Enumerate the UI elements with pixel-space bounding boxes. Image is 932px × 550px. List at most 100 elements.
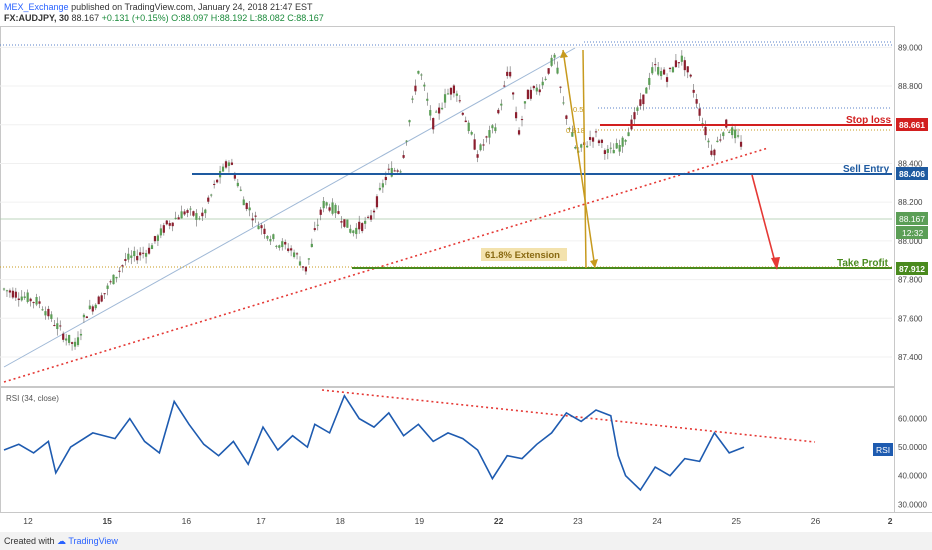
candle-body — [245, 203, 248, 210]
candle-body — [174, 217, 177, 219]
candle-body — [207, 197, 210, 202]
candle-body — [491, 125, 494, 129]
candle-body — [224, 161, 228, 168]
candle-body — [520, 119, 524, 121]
candle-body — [375, 196, 379, 208]
candle-body — [470, 131, 473, 135]
candle-body — [541, 81, 544, 86]
candle-body — [177, 217, 180, 220]
candle-body — [600, 139, 604, 143]
countdown-tag — [896, 226, 928, 239]
candle-body — [284, 241, 287, 245]
time-tick-label: 16 — [182, 516, 192, 526]
fib-leg-vertical[interactable] — [582, 49, 587, 269]
time-axis[interactable]: 12 15 16 17 18 19 22 23 24 25 26 2 — [23, 516, 892, 526]
created-with-text: Created with — [4, 536, 55, 546]
candle-body — [574, 146, 577, 149]
candle-body — [251, 218, 254, 221]
candle-body — [147, 247, 151, 254]
candle-body — [20, 296, 23, 301]
candle-body — [62, 333, 65, 340]
candle-body — [621, 137, 624, 147]
tradingview-link[interactable]: TradingView — [68, 536, 118, 546]
candle-body — [106, 285, 109, 289]
take-profit-price: 87.912 — [899, 264, 925, 274]
candle-body — [56, 323, 59, 330]
trend-line-support[interactable] — [3, 147, 769, 383]
candle-body — [14, 291, 17, 298]
candle-body — [603, 150, 606, 155]
candle-body — [159, 228, 162, 236]
price-axis[interactable]: 89.00088.80088.60088.40088.20088.00087.8… — [0, 43, 923, 362]
fib-leg-down[interactable] — [562, 49, 596, 269]
sell-entry-price: 88.406 — [899, 169, 925, 179]
fib-arrow-down — [590, 259, 598, 268]
rsi-title: RSI (34, close) — [6, 394, 59, 403]
candle-body — [349, 228, 352, 233]
candle-body — [529, 89, 532, 99]
candle-body — [736, 135, 740, 137]
candle-body — [683, 60, 686, 71]
chart-canvas[interactable]: 89.00088.80088.60088.40088.20088.00087.8… — [0, 0, 932, 532]
candle-body — [65, 338, 68, 341]
candle-body — [94, 304, 97, 309]
candle-body — [648, 77, 651, 85]
candle-body — [97, 296, 100, 305]
symbol-label[interactable]: FX:AUDJPY, 30 — [4, 13, 70, 23]
candle-body — [665, 77, 669, 82]
rsi-line[interactable] — [3, 393, 745, 492]
price-tick-label: 88.200 — [898, 198, 923, 207]
candle-body — [8, 290, 12, 293]
candle-body — [103, 293, 106, 295]
candle-body — [408, 120, 411, 123]
rsi-axis[interactable]: 60.0000 50.0000 40.0000 30.0000 — [898, 415, 927, 510]
candle-body — [411, 98, 414, 100]
rsi-tick-label: 30.0000 — [898, 500, 927, 509]
candle-body — [677, 62, 680, 64]
candle-body — [68, 334, 71, 343]
rsi-tick-label: 50.0000 — [898, 443, 927, 452]
sell-entry-label: Sell Entry — [843, 164, 890, 175]
candle-body — [467, 122, 470, 132]
stop-loss-label: Stop loss — [846, 115, 891, 126]
published-text: published on TradingView.com, January 24… — [71, 2, 313, 12]
time-tick-label: 2 — [888, 516, 893, 526]
rsi-trend-line[interactable] — [321, 389, 816, 443]
candle-body — [606, 148, 609, 153]
candle-body — [239, 189, 242, 191]
price-tick-label: 87.400 — [898, 353, 923, 362]
candle-body — [269, 239, 272, 242]
projection-arrow-line[interactable] — [751, 174, 776, 263]
candle-body — [85, 316, 88, 318]
candle-body — [236, 182, 239, 187]
candle-body — [109, 281, 112, 283]
candle-body — [479, 144, 482, 151]
candle-body — [221, 166, 225, 172]
price-tick-label: 87.600 — [898, 314, 923, 323]
candle-body — [594, 131, 598, 133]
candle-body — [328, 207, 331, 211]
candle-body — [618, 144, 621, 152]
channel-line[interactable] — [3, 47, 576, 368]
candle-body — [526, 89, 530, 100]
candle-body — [361, 223, 364, 232]
candle-body — [278, 245, 281, 248]
candle-body — [443, 94, 447, 103]
candle-body — [609, 147, 612, 149]
candle-body — [180, 211, 183, 219]
candle-body — [153, 236, 157, 242]
author-link[interactable]: MEX_Exchange — [4, 2, 69, 12]
candle-body — [429, 110, 432, 116]
candle-body — [654, 64, 657, 66]
candle-body — [550, 57, 553, 66]
candle-body — [301, 266, 305, 268]
candle-body — [458, 100, 461, 102]
candle-body — [568, 128, 571, 130]
candle-body — [464, 120, 467, 123]
stop-loss-price: 88.661 — [899, 120, 925, 130]
candle-body — [73, 341, 77, 347]
candle-body — [387, 168, 390, 170]
candle-body — [695, 99, 698, 104]
candle-body — [358, 221, 361, 230]
candle-body — [642, 94, 645, 105]
